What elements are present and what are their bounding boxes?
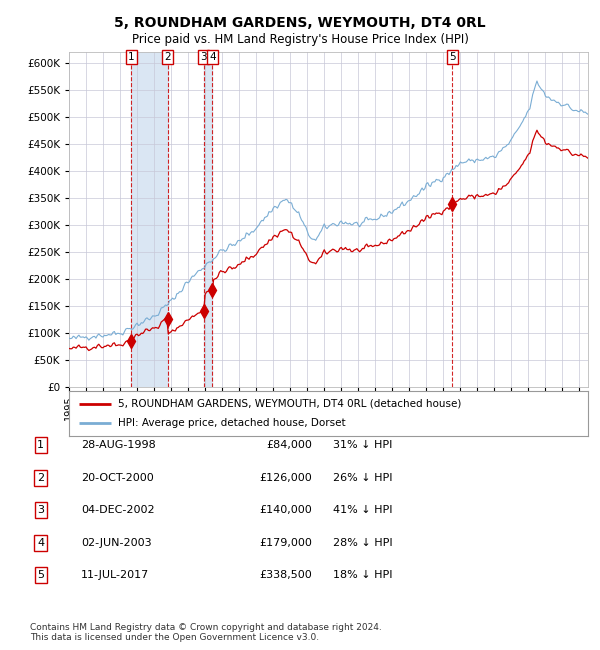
Text: 04-DEC-2002: 04-DEC-2002 xyxy=(81,505,155,515)
Text: £338,500: £338,500 xyxy=(259,570,312,580)
Text: 11-JUL-2017: 11-JUL-2017 xyxy=(81,570,149,580)
Text: £179,000: £179,000 xyxy=(259,538,312,548)
Text: 31% ↓ HPI: 31% ↓ HPI xyxy=(333,440,392,450)
Text: HPI: Average price, detached house, Dorset: HPI: Average price, detached house, Dors… xyxy=(118,418,346,428)
Text: 2: 2 xyxy=(164,52,171,62)
Text: 5, ROUNDHAM GARDENS, WEYMOUTH, DT4 0RL (detached house): 5, ROUNDHAM GARDENS, WEYMOUTH, DT4 0RL (… xyxy=(118,398,461,409)
Text: 28-AUG-1998: 28-AUG-1998 xyxy=(81,440,156,450)
Text: 5, ROUNDHAM GARDENS, WEYMOUTH, DT4 0RL: 5, ROUNDHAM GARDENS, WEYMOUTH, DT4 0RL xyxy=(114,16,486,31)
Text: 1: 1 xyxy=(128,52,134,62)
Text: 4: 4 xyxy=(209,52,215,62)
Text: 3: 3 xyxy=(200,52,207,62)
Text: Price paid vs. HM Land Registry's House Price Index (HPI): Price paid vs. HM Land Registry's House … xyxy=(131,32,469,46)
Text: 02-JUN-2003: 02-JUN-2003 xyxy=(81,538,152,548)
Text: £140,000: £140,000 xyxy=(259,505,312,515)
Text: 4: 4 xyxy=(37,538,44,548)
Text: 1: 1 xyxy=(37,440,44,450)
Text: £84,000: £84,000 xyxy=(266,440,312,450)
Text: 5: 5 xyxy=(37,570,44,580)
Text: £126,000: £126,000 xyxy=(259,473,312,483)
Bar xyxy=(131,52,167,387)
Text: 41% ↓ HPI: 41% ↓ HPI xyxy=(333,505,392,515)
Text: 18% ↓ HPI: 18% ↓ HPI xyxy=(333,570,392,580)
Text: 2: 2 xyxy=(37,473,44,483)
Text: 3: 3 xyxy=(37,505,44,515)
Bar xyxy=(204,52,212,387)
Text: 28% ↓ HPI: 28% ↓ HPI xyxy=(333,538,392,548)
Text: 20-OCT-2000: 20-OCT-2000 xyxy=(81,473,154,483)
Text: 26% ↓ HPI: 26% ↓ HPI xyxy=(333,473,392,483)
Text: 5: 5 xyxy=(449,52,455,62)
Text: Contains HM Land Registry data © Crown copyright and database right 2024.
This d: Contains HM Land Registry data © Crown c… xyxy=(30,623,382,642)
